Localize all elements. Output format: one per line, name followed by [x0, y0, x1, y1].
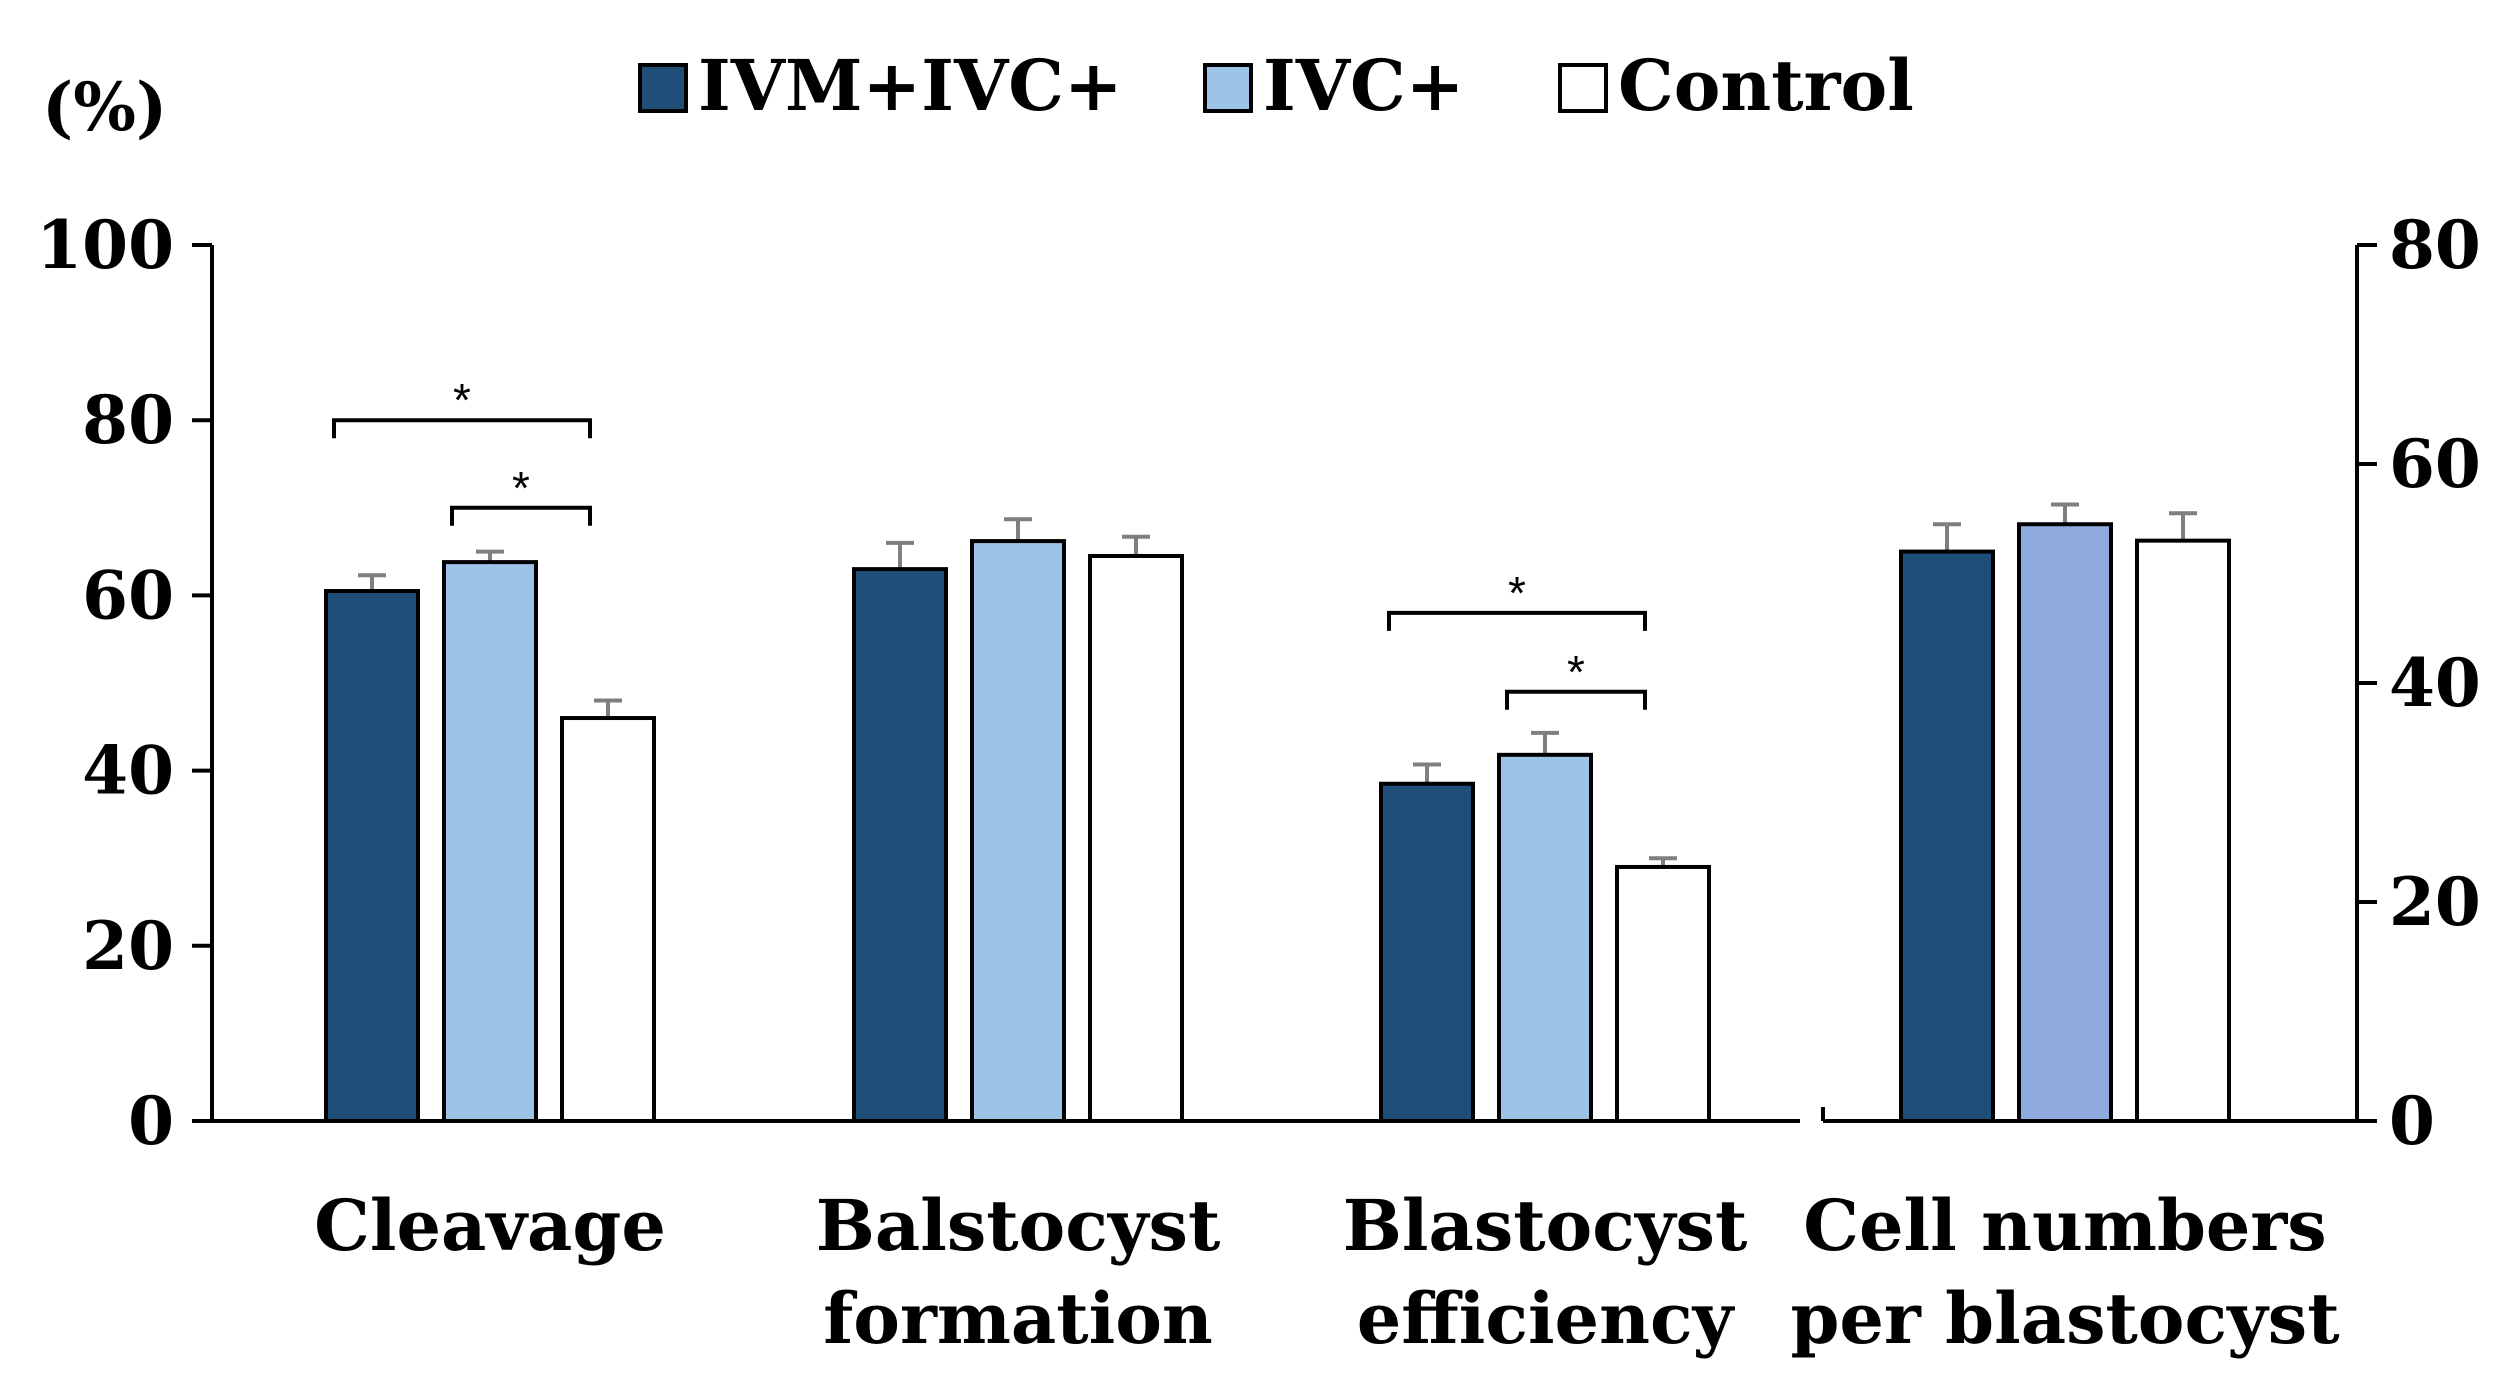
left-tick-label: 100 [36, 206, 174, 284]
bar [1615, 864, 1711, 1124]
category-label: efficiency [1357, 1277, 1736, 1360]
significance-label: * [512, 462, 530, 514]
bar [442, 560, 538, 1123]
significance-brackets: * * * * [332, 374, 1647, 710]
significance-label: * [1508, 567, 1526, 619]
bar [1379, 781, 1475, 1123]
significance-bracket [1505, 689, 1647, 710]
legend-label: IVM+IVC+ [698, 44, 1123, 127]
category-label: per blastocyst [1790, 1277, 2339, 1360]
legend-swatch [638, 63, 688, 113]
category-labels: Cleavage Balstocyst formation Blastocyst eff… [314, 1184, 2339, 1360]
bars [324, 502, 2231, 1124]
right-tick-label: 80 [2389, 206, 2481, 284]
significance-label: * [1567, 646, 1585, 698]
bar [852, 567, 948, 1123]
left-tick-label: 0 [128, 1082, 174, 1160]
legend-swatch [1558, 63, 1608, 113]
left-tick-label: 40 [82, 732, 174, 810]
y-unit-label: (%) [42, 68, 167, 146]
bar [2017, 522, 2113, 1123]
bar [1497, 752, 1593, 1123]
significance-bracket [450, 505, 592, 526]
bar [1899, 549, 1995, 1123]
bar [2135, 538, 2231, 1123]
left-tick-label: 20 [82, 907, 174, 985]
category-label: Blastocyst [1343, 1184, 1748, 1267]
category-label: Cell numbers [1803, 1184, 2326, 1267]
left-tick-label: 80 [82, 381, 174, 459]
left-tick-label: 60 [82, 556, 174, 634]
bar [560, 716, 656, 1123]
right-tick-label: 20 [2389, 863, 2481, 941]
significance-label: * [453, 374, 471, 426]
bar [970, 539, 1066, 1123]
legend: IVM+IVC+ IVC+ Control [638, 44, 1914, 127]
legend-swatch [1203, 63, 1253, 113]
right-tick-label: 0 [2389, 1082, 2435, 1160]
significance-bracket [1387, 610, 1647, 631]
category-label: Balstocyst [816, 1184, 1221, 1267]
bar [1088, 553, 1184, 1123]
category-label: Cleavage [314, 1184, 666, 1267]
right-tick-label: 60 [2389, 425, 2481, 503]
legend-label: Control [1618, 44, 1914, 127]
right-tick-label: 40 [2389, 644, 2481, 722]
legend-label: IVC+ [1263, 44, 1464, 127]
category-label: formation [823, 1277, 1213, 1360]
significance-bracket [332, 418, 592, 439]
bar [324, 589, 420, 1123]
